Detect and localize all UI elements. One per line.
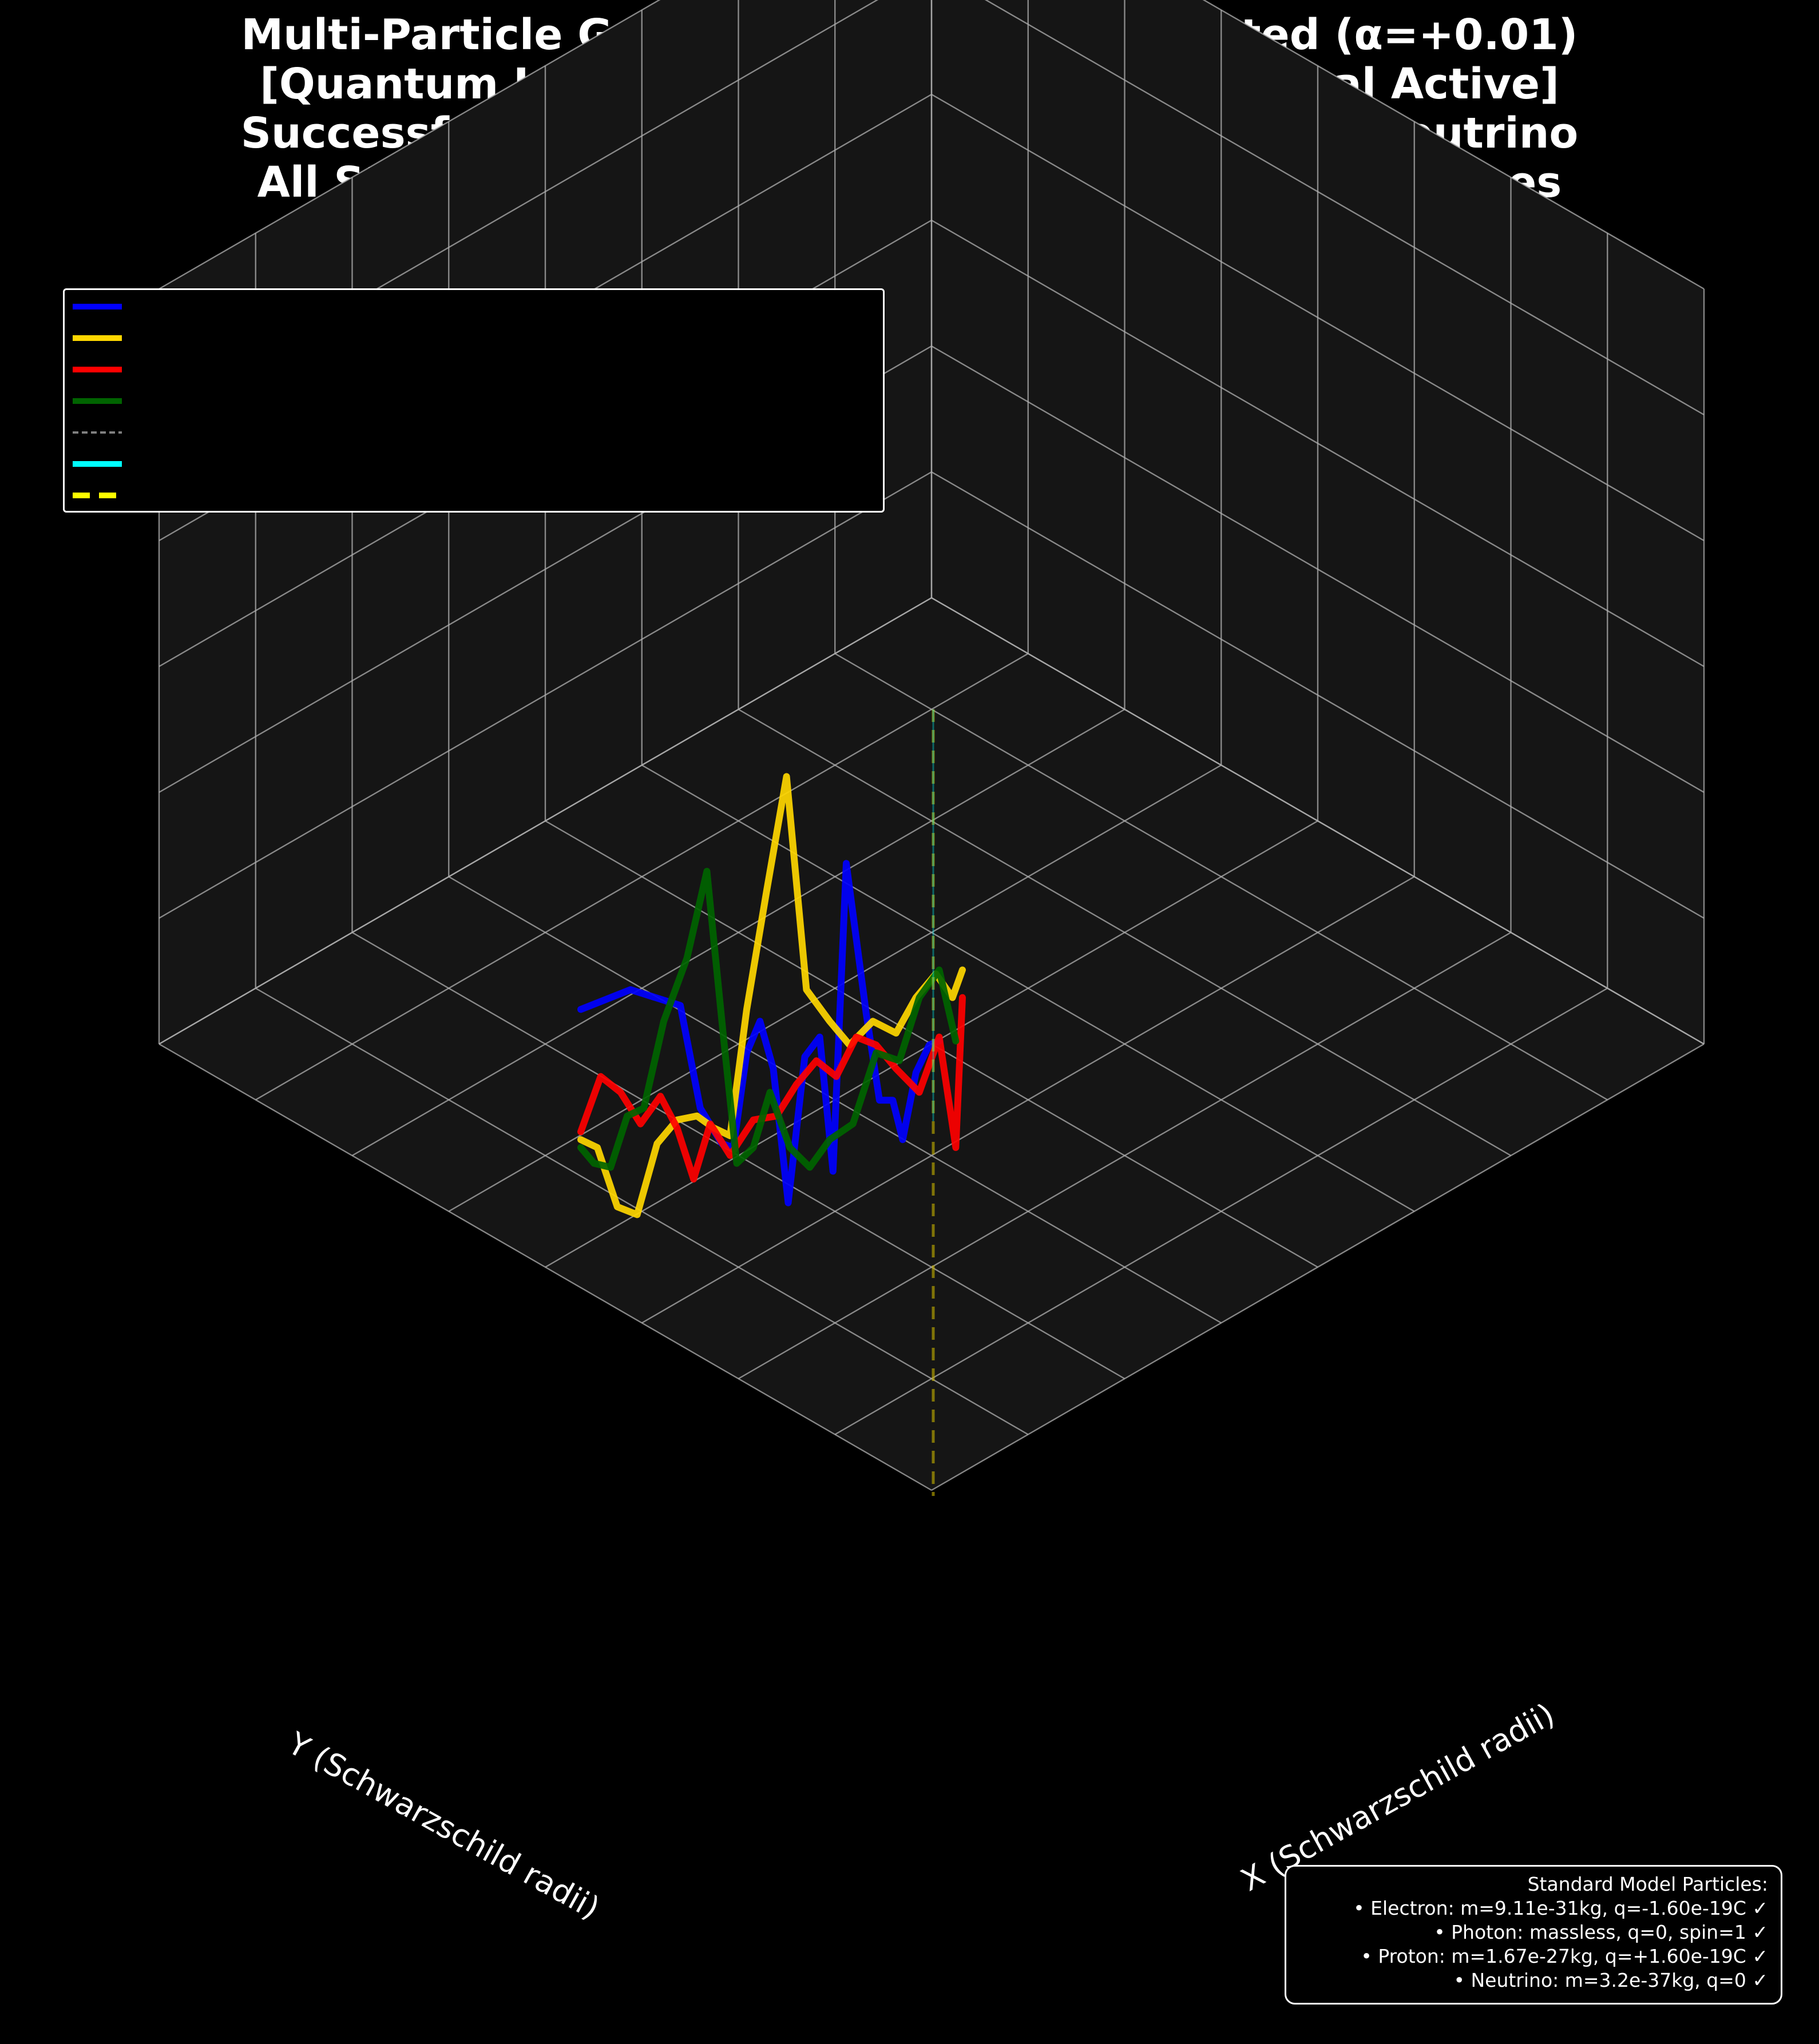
legend-swatch [73, 398, 122, 404]
legend-entry [69, 296, 870, 319]
series-line-3 [577, 868, 960, 1171]
legend-entry [69, 390, 870, 413]
grid-line [834, 653, 1608, 1101]
grid-line [931, 471, 1705, 919]
grid-line [931, 219, 1705, 668]
legend-entry [69, 327, 870, 350]
legend-entry [69, 453, 870, 476]
legend [63, 288, 885, 513]
series-lines [577, 773, 966, 1219]
info-line: • Neutrino: m=3.2e-37kg, q=0 ✓ [1453, 1969, 1769, 1991]
grid-line [1202, 0, 1705, 290]
info-line: • Electron: m=9.11e-31kg, q=-1.60e-19C ✓ [1353, 1897, 1768, 1919]
legend-swatch [73, 461, 122, 467]
grid-line [158, 0, 661, 290]
info-box: Standard Model Particles: • Electron: m=… [1285, 1865, 1782, 2005]
grid-line [984, 0, 1705, 416]
grid-line [158, 597, 932, 1045]
legend-swatch [73, 431, 122, 434]
info-line: • Photon: massless, q=0, spin=1 ✓ [1434, 1921, 1768, 1943]
info-line: • Proton: m=1.67e-27kg, q=+1.60e-19C ✓ [1361, 1945, 1768, 1967]
legend-swatch [73, 367, 122, 372]
grid-line [931, 93, 1705, 542]
legend-swatch [73, 493, 122, 498]
legend-swatch [73, 335, 122, 341]
grid-line [351, 708, 1126, 1157]
grid-line [158, 471, 932, 919]
legend-entry [69, 422, 870, 444]
grid-line [255, 653, 1029, 1101]
info-line: Standard Model Particles: [1527, 1873, 1768, 1895]
grid-line [448, 764, 1222, 1212]
series-line-1 [577, 773, 966, 1219]
grid-line [738, 708, 1512, 1157]
grid-line [931, 597, 1705, 1045]
grid-line [931, 345, 1705, 793]
legend-swatch [73, 304, 122, 309]
legend-entry [69, 359, 870, 382]
legend-entry [69, 485, 870, 507]
grid-line [641, 764, 1415, 1212]
